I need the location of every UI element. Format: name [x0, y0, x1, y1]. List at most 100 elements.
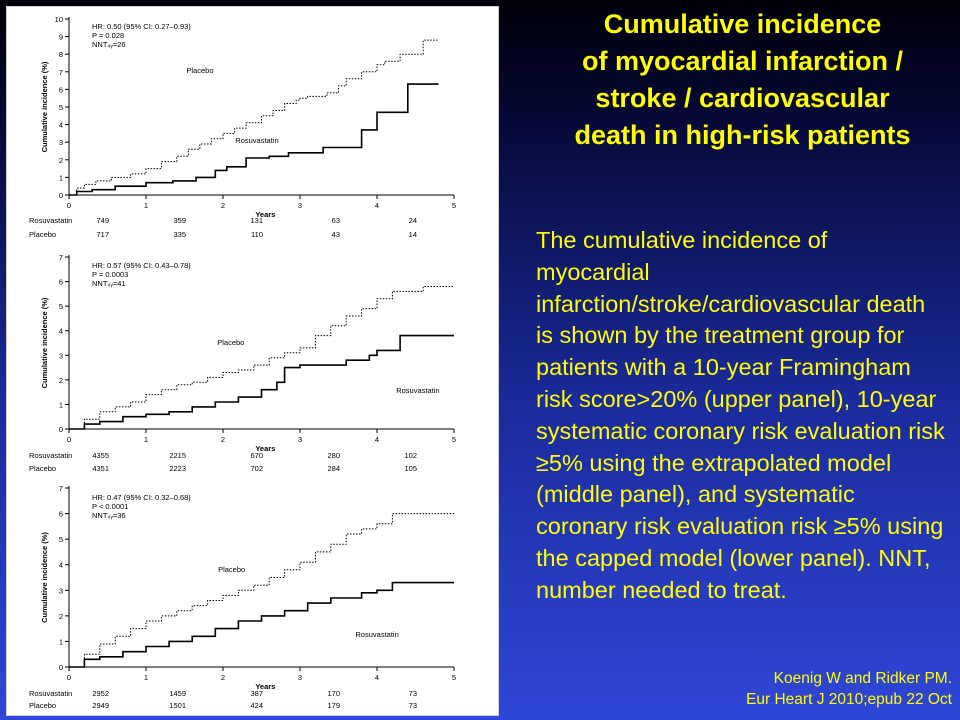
- series-line-placebo: [69, 513, 454, 668]
- risk-table-value: 359: [173, 216, 186, 225]
- stats-text: P < 0.0001: [92, 502, 128, 511]
- risk-table-value: 110: [251, 230, 263, 239]
- risk-table-value: 2223: [169, 464, 186, 473]
- x-tick-label: 1: [144, 435, 148, 444]
- series-label: Placebo: [218, 565, 245, 574]
- y-tick-label: 7: [59, 68, 63, 77]
- risk-table-label: Placebo: [29, 464, 56, 473]
- risk-table-label: Rosuvastatin: [29, 216, 72, 225]
- x-axis-label: Years: [255, 210, 275, 219]
- risk-table-value: 670: [250, 451, 263, 460]
- stats-text: NNT₄ᵧ=41: [92, 279, 126, 288]
- risk-table-value: 749: [96, 216, 109, 225]
- series-label: Placebo: [186, 66, 213, 75]
- y-tick-label: 1: [59, 637, 63, 646]
- x-tick-label: 1: [144, 673, 148, 682]
- risk-table-value: 702: [250, 464, 263, 473]
- series-line-placebo: [69, 286, 454, 430]
- x-tick-label: 4: [375, 673, 379, 682]
- risk-table-value: 24: [409, 216, 417, 225]
- y-tick-label: 2: [59, 376, 63, 385]
- risk-table-value: 4351: [92, 464, 109, 473]
- risk-table-value: 2215: [169, 451, 186, 460]
- y-tick-label: 9: [59, 33, 63, 42]
- risk-table-value: 2952: [92, 689, 109, 698]
- stats-text: P = 0.028: [92, 31, 124, 40]
- slide-body-text: The cumulative incidence of myocardial i…: [536, 227, 945, 603]
- y-tick-label: 7: [59, 253, 63, 262]
- x-tick-label: 1: [144, 201, 148, 210]
- y-tick-label: 0: [59, 663, 63, 672]
- x-axis-label: Years: [255, 682, 275, 691]
- y-tick-label: 2: [59, 612, 63, 621]
- x-tick-label: 0: [67, 435, 71, 444]
- risk-table-value: 280: [327, 451, 340, 460]
- x-tick-label: 2: [221, 201, 225, 210]
- x-tick-label: 5: [452, 673, 456, 682]
- y-axis-label: Cumulative incidence (%): [40, 532, 49, 623]
- x-tick-label: 2: [221, 435, 225, 444]
- title-line: Cumulative incidence: [603, 9, 882, 39]
- risk-table-value: 102: [404, 451, 417, 460]
- risk-table-value: 14: [409, 230, 417, 239]
- y-tick-label: 5: [59, 302, 63, 311]
- risk-table-value: 717: [96, 230, 109, 239]
- series-label: Rosuvastatin: [355, 630, 398, 639]
- series-line-rosuvastatin: [69, 83, 439, 196]
- risk-table-value: 424: [250, 701, 263, 710]
- risk-table-label: Rosuvastatin: [29, 689, 72, 698]
- risk-table-value: 73: [409, 701, 417, 710]
- series-line-rosuvastatin: [69, 334, 454, 430]
- y-axis-label: Cumulative incidence (%): [40, 297, 49, 388]
- citation: Koenig W and Ridker PM. Eur Heart J 2010…: [746, 668, 952, 710]
- y-tick-label: 5: [59, 103, 63, 112]
- risk-table-value: 170: [327, 689, 340, 698]
- x-tick-label: 4: [375, 435, 379, 444]
- y-axis-label: Cumulative incidence (%): [40, 61, 49, 152]
- y-tick-label: 1: [59, 173, 63, 182]
- risk-table-value: 284: [327, 464, 340, 473]
- y-tick-label: 4: [59, 327, 63, 336]
- series-line-placebo: [69, 39, 439, 196]
- series-label: Rosuvastatin: [235, 136, 278, 145]
- stats-text: HR: 0.57 (95% CI: 0.43–0.78): [92, 261, 191, 270]
- y-tick-label: 5: [59, 535, 63, 544]
- stats-text: NNT₄ᵧ=36: [92, 511, 126, 520]
- y-tick-label: 7: [59, 484, 63, 493]
- x-tick-label: 0: [67, 673, 71, 682]
- y-tick-label: 6: [59, 510, 63, 519]
- y-tick-label: 3: [59, 586, 63, 595]
- x-tick-label: 5: [452, 435, 456, 444]
- y-tick-label: 10: [55, 15, 63, 24]
- risk-table-value: 2949: [92, 701, 109, 710]
- slide-title: Cumulative incidence of myocardial infar…: [530, 6, 955, 154]
- risk-table-value: 4355: [92, 451, 109, 460]
- stats-text: NNT₄ᵧ=26: [92, 40, 126, 49]
- risk-table-value: 335: [173, 230, 186, 239]
- y-tick-label: 1: [59, 400, 63, 409]
- x-tick-label: 3: [298, 435, 302, 444]
- y-tick-label: 8: [59, 50, 63, 59]
- title-line: stroke / cardiovascular: [595, 83, 890, 113]
- x-axis-label: Years: [255, 444, 275, 453]
- series-label: Placebo: [217, 338, 244, 347]
- risk-table-value: 1501: [169, 701, 186, 710]
- risk-table-value: 105: [404, 464, 417, 473]
- citation-line: Koenig W and Ridker PM.: [773, 670, 952, 687]
- risk-table-value: 1459: [169, 689, 186, 698]
- risk-table-label: Placebo: [29, 230, 56, 239]
- stats-text: HR: 0.47 (95% CI: 0.32–0.68): [92, 493, 191, 502]
- x-tick-label: 5: [452, 201, 456, 210]
- risk-table-label: Placebo: [29, 701, 56, 710]
- x-tick-label: 2: [221, 673, 225, 682]
- y-tick-label: 4: [59, 561, 63, 570]
- stats-text: HR: 0.50 (95% CI: 0.27–0.93): [92, 22, 191, 31]
- y-tick-label: 3: [59, 138, 63, 147]
- risk-table-value: 387: [250, 689, 263, 698]
- y-tick-label: 4: [59, 121, 63, 130]
- x-tick-label: 3: [298, 673, 302, 682]
- risk-table-value: 63: [332, 216, 340, 225]
- stats-text: P = 0.0003: [92, 270, 128, 279]
- series-label: Rosuvastatin: [396, 386, 439, 395]
- y-tick-label: 3: [59, 351, 63, 360]
